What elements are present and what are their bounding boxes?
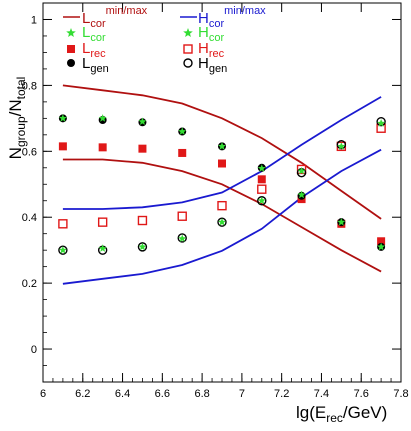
x-tick-label: 6.4 xyxy=(115,388,130,400)
point-l_cor xyxy=(138,117,147,125)
series-markers xyxy=(58,114,386,255)
point-l_cor xyxy=(58,114,67,122)
point-l_cor xyxy=(297,190,306,199)
legend-h-rec-label: Hrec xyxy=(198,40,225,60)
axis-ticks: 6 6.2 6.4 6.6 6.8 7 7.2 7.4 7.6 7.8 0 0.2 0.4 0.6 0.8 1 xyxy=(22,3,409,400)
x-tick-label: 6.8 xyxy=(194,388,209,400)
legend-h-gen-icon xyxy=(183,58,193,68)
legend-h-cor-minmax-label: Hcormin/max xyxy=(198,5,266,30)
series-line-h_cor_max xyxy=(62,96,382,210)
x-tick-label: 6 xyxy=(40,388,46,400)
point-l_rec xyxy=(218,159,226,168)
x-tick-label: 7.8 xyxy=(393,388,408,400)
y-tick-label: 0.8 xyxy=(22,80,37,92)
point-h_rec xyxy=(217,200,227,211)
y-tick-label: 1 xyxy=(31,14,37,26)
point-h_rec xyxy=(177,211,187,221)
point-h_rec xyxy=(97,217,108,227)
legend-l-rec-icon xyxy=(67,45,75,53)
point-l_cor xyxy=(178,127,187,135)
point-h_cor xyxy=(218,218,226,226)
y-tick-label: 0 xyxy=(31,344,37,356)
series-line-l_cor_max xyxy=(62,84,382,220)
x-tick-label: 7.4 xyxy=(314,388,329,400)
x-axis-label: lg(Erec/GeV) xyxy=(296,403,387,425)
point-h_cor xyxy=(138,242,147,251)
x-tick-label: 6.6 xyxy=(155,388,170,400)
point-l_cor xyxy=(257,164,266,172)
legend: Lcormin/max Hcormin/max Lcor Hcor Lrec H… xyxy=(63,5,266,75)
point-h_gen xyxy=(336,140,347,150)
point-h_cor xyxy=(257,196,266,205)
series-line-l_cor_min xyxy=(62,158,382,273)
point-h_rec xyxy=(137,215,148,226)
point-l_rec xyxy=(58,142,67,151)
x-tick-label: 6.2 xyxy=(75,388,90,400)
point-h_cor xyxy=(297,166,306,175)
x-tick-label: 7.6 xyxy=(354,388,369,400)
legend-l-rec-label: Lrec xyxy=(82,40,106,60)
legend-l-gen-label: Lgen xyxy=(82,55,109,75)
legend-h-cor-label: Hcor xyxy=(198,24,224,44)
point-h_cor xyxy=(178,234,187,242)
legend-l-cor-minmax-label: Lcormin/max xyxy=(82,5,148,30)
point-l_rec xyxy=(377,237,386,246)
point-h_gen xyxy=(177,233,187,243)
legend-l-gen-icon xyxy=(67,59,75,67)
legend-star-shape xyxy=(66,28,76,37)
point-l_cor xyxy=(337,218,346,226)
legend-h-cor-star-icon xyxy=(183,28,193,37)
legend-h-rec-icon xyxy=(183,44,193,54)
y-tick-label: 0.6 xyxy=(22,146,37,158)
point-h_cor xyxy=(98,244,107,252)
point-h_rec xyxy=(58,219,68,229)
series-lines xyxy=(62,84,382,285)
point-h_rec xyxy=(257,184,267,194)
y-tick-label: 0.2 xyxy=(22,278,37,290)
point-l_cor xyxy=(218,142,226,150)
point-h_cor xyxy=(337,142,346,150)
point-h_gen xyxy=(376,116,386,127)
point-l_rec xyxy=(178,148,187,157)
point-l_rec xyxy=(257,175,266,184)
legend-star-shape xyxy=(183,28,193,37)
x-tick-label: 7 xyxy=(239,388,245,400)
point-l_cor xyxy=(377,242,386,251)
point-h_cor xyxy=(58,246,67,254)
y-axis-label: Ngroup/Ntotal xyxy=(6,77,28,160)
point-l_rec xyxy=(138,144,147,153)
legend-h-gen-label: Hgen xyxy=(198,55,227,75)
x-tick-label: 7.2 xyxy=(274,388,289,400)
series-line-h_cor_min xyxy=(62,148,382,285)
y-tick-label: 0.4 xyxy=(22,212,37,224)
point-l_cor xyxy=(98,114,107,122)
legend-l-cor-label: Lcor xyxy=(82,24,106,44)
point-l_rec xyxy=(98,143,107,152)
point-h_cor xyxy=(377,119,386,127)
legend-l-cor-star-icon xyxy=(66,28,76,37)
point-h_rec xyxy=(296,164,307,175)
